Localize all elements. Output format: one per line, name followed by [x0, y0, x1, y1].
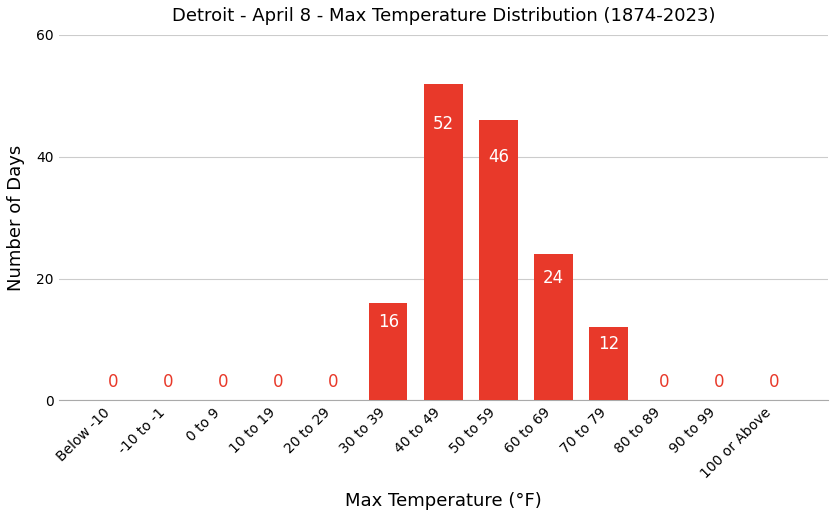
Text: 46: 46 — [488, 148, 509, 166]
Y-axis label: Number of Days: Number of Days — [7, 145, 25, 291]
Text: 16: 16 — [377, 313, 399, 331]
Text: 0: 0 — [768, 373, 779, 391]
Text: 52: 52 — [433, 115, 454, 133]
Bar — [424, 84, 463, 401]
Title: Detroit - April 8 - Max Temperature Distribution (1874-2023): Detroit - April 8 - Max Temperature Dist… — [171, 7, 715, 25]
Bar — [590, 327, 628, 401]
Text: 0: 0 — [108, 373, 118, 391]
Bar — [534, 254, 573, 401]
Text: 24: 24 — [543, 269, 564, 287]
Text: 0: 0 — [218, 373, 228, 391]
Text: 12: 12 — [598, 334, 620, 353]
Bar — [369, 303, 407, 401]
Bar — [479, 120, 518, 401]
Text: 0: 0 — [658, 373, 669, 391]
Text: 0: 0 — [328, 373, 338, 391]
Text: 0: 0 — [273, 373, 283, 391]
Text: 0: 0 — [713, 373, 724, 391]
X-axis label: Max Temperature (°F): Max Temperature (°F) — [345, 492, 542, 510]
Text: 0: 0 — [163, 373, 173, 391]
